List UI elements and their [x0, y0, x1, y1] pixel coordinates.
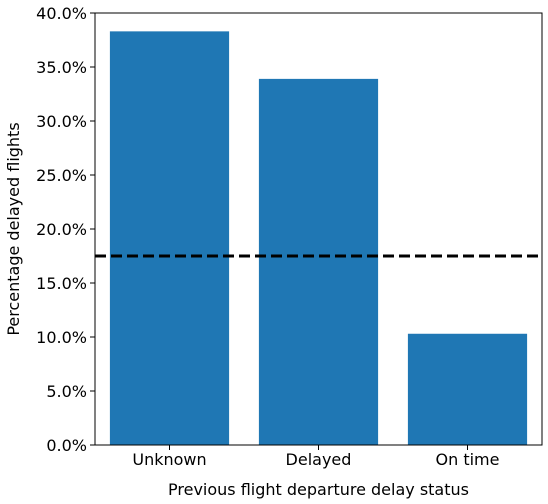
y-axis-title: Percentage delayed flights [4, 122, 23, 335]
y-axis: 0.0% 5.0% 10.0% 15.0% 20.0% 25.0% 30.0% 35.0% 40… [36, 4, 95, 455]
y-tick-label: 10.0% [36, 328, 87, 347]
y-tick-label: 20.0% [36, 220, 87, 239]
y-tick-label: 35.0% [36, 58, 87, 77]
y-tick-label: 40.0% [36, 4, 87, 23]
bar-unknown [109, 31, 230, 446]
y-tick-label: 0.0% [46, 436, 87, 455]
x-tick-label: Delayed [286, 450, 352, 469]
x-axis: Unknown Delayed On time [132, 445, 499, 469]
y-tick-label: 15.0% [36, 274, 87, 293]
x-axis-title: Previous flight departure delay status [168, 480, 469, 499]
x-tick-label: On time [436, 450, 500, 469]
bar-on-time [407, 333, 528, 445]
y-tick-label: 30.0% [36, 112, 87, 131]
x-tick-label: Unknown [132, 450, 206, 469]
y-tick-label: 5.0% [46, 382, 87, 401]
bar-delayed [258, 78, 379, 445]
y-tick-label: 25.0% [36, 166, 87, 185]
bars-group [109, 31, 528, 446]
